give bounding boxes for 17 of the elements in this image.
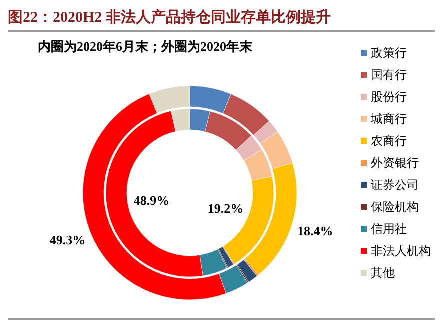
data-label: 49.3% xyxy=(50,232,86,248)
legend-label: 国有行 xyxy=(371,66,407,84)
data-label: 48.9% xyxy=(134,192,170,208)
legend-label: 其他 xyxy=(371,264,395,282)
legend-label: 农商行 xyxy=(371,132,407,150)
data-label: 18.4% xyxy=(297,224,334,239)
chart-subtitle: 内圈为2020年6月末；外圈为2020年末 xyxy=(38,38,252,56)
legend-label: 保险机构 xyxy=(371,198,419,216)
legend-label: 外资银行 xyxy=(371,154,419,172)
legend-label: 城商行 xyxy=(371,110,407,128)
legend-label: 政策行 xyxy=(371,44,407,62)
data-label: 19.2% xyxy=(208,200,244,216)
legend-label: 非法人机构 xyxy=(371,242,431,260)
chart-title: 图22：2020H2 非法人产品持仓同业存单比例提升 xyxy=(8,8,332,28)
legend-label: 信用社 xyxy=(371,220,407,238)
legend-label: 证券公司 xyxy=(371,176,419,194)
legend-label: 股份行 xyxy=(371,88,407,106)
